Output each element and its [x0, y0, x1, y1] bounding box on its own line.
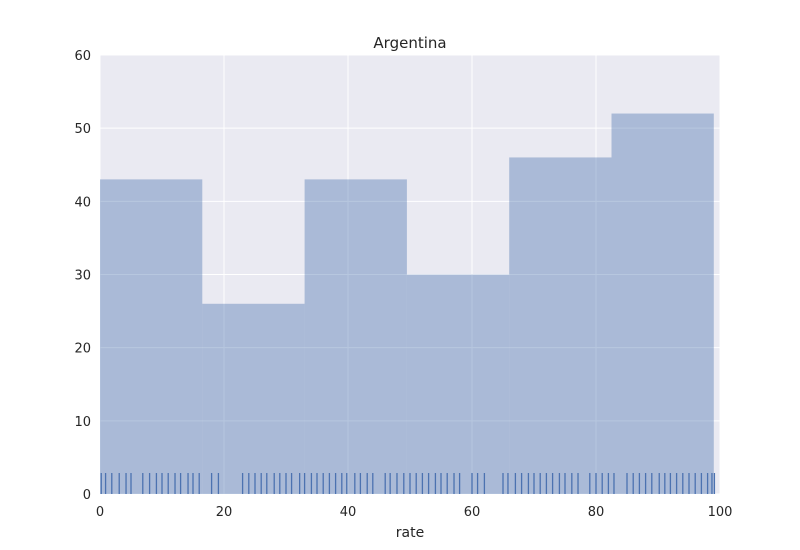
x-axis-ticks: 0 20 40 60 80 100: [96, 505, 733, 520]
histogram-bar-4: [406, 274, 510, 494]
y-tick-label: 10: [74, 415, 91, 430]
y-tick-label: 40: [74, 195, 91, 210]
y-tick-label: 20: [74, 342, 91, 357]
y-tick-label: 60: [74, 49, 91, 64]
histogram-bars: [100, 113, 714, 495]
histogram-bar-1: [100, 179, 203, 494]
y-axis-ticks: 0 10 20 30 40 50 60: [74, 49, 91, 503]
x-tick-label: 40: [340, 505, 357, 520]
y-tick-label: 50: [74, 122, 91, 137]
grid-lines: [99, 54, 721, 495]
x-axis-label: rate: [396, 525, 424, 541]
x-tick-label: 20: [216, 505, 233, 520]
histogram-bar-6: [611, 113, 714, 495]
x-tick-label: 60: [464, 505, 481, 520]
x-tick-label: 100: [708, 505, 733, 520]
x-tick-label: 80: [588, 505, 605, 520]
histogram-bar-5: [509, 157, 612, 494]
x-tick-label: 0: [96, 505, 104, 520]
histogram-bar-2: [202, 303, 305, 494]
chart-title: Argentina: [373, 34, 446, 52]
y-tick-label: 0: [83, 488, 91, 503]
histogram-bar-3: [304, 179, 407, 494]
y-tick-label: 30: [74, 269, 91, 284]
rug-marks: [100, 473, 716, 494]
